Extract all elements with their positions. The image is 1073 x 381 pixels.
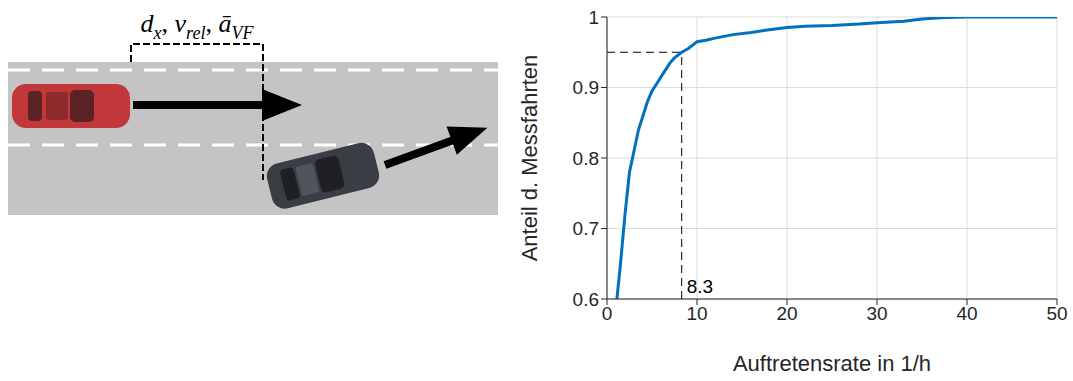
svg-text:Anteil d. Messfahrten: Anteil d. Messfahrten: [517, 55, 542, 262]
svg-text:dx​, vrel​, āVF​: dx​, vrel​, āVF​: [141, 9, 255, 43]
svg-text:1: 1: [588, 7, 599, 28]
svg-text:Auftretensrate in 1/h: Auftretensrate in 1/h: [733, 351, 931, 376]
svg-text:0.6: 0.6: [573, 289, 599, 310]
svg-text:20: 20: [776, 303, 797, 324]
svg-text:8.3: 8.3: [687, 276, 713, 297]
svg-text:50: 50: [1046, 303, 1067, 324]
svg-text:0.8: 0.8: [573, 148, 599, 169]
svg-text:0: 0: [602, 303, 613, 324]
svg-text:0.9: 0.9: [573, 77, 599, 98]
svg-text:0.7: 0.7: [573, 218, 599, 239]
svg-text:40: 40: [956, 303, 977, 324]
svg-text:30: 30: [866, 303, 887, 324]
svg-text:10: 10: [686, 303, 707, 324]
